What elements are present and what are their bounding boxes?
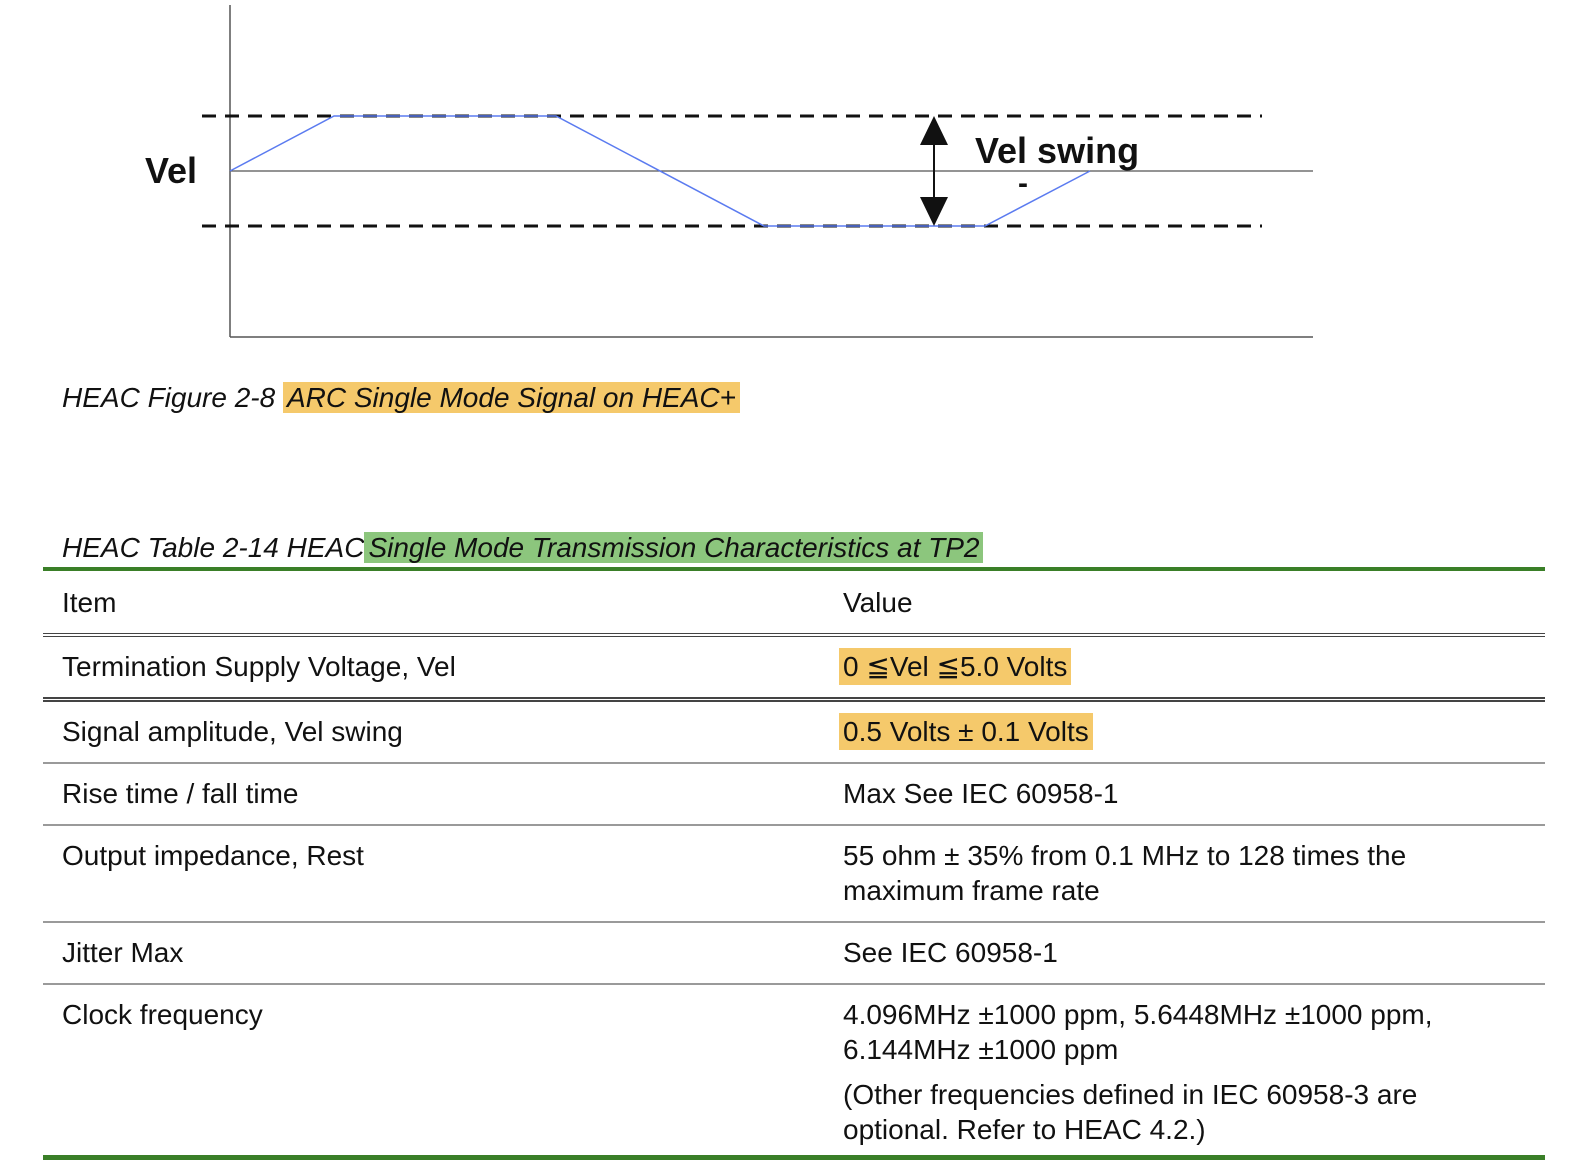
row-item: Rise time / fall time [43, 763, 843, 826]
row-item: Signal amplitude, Vel swing [43, 699, 843, 764]
signal-figure: Vel Vel swing - [145, 5, 1313, 338]
row-value: 55 ohm ± 35% from 0.1 MHz to 128 times t… [843, 825, 1545, 923]
row-value-cell: 0.5 Volts ± 0.1 Volts [839, 699, 1545, 764]
row-value: 4.096MHz ±1000 ppm, 5.6448MHz ±1000 ppm,… [843, 999, 1433, 1065]
row-item: Termination Supply Voltage, Vel [43, 635, 843, 702]
figure-caption: HEAC Figure 2-8 ARC Single Mode Signal o… [62, 379, 740, 417]
table-row: Termination Supply Voltage, Vel 0 ≦Vel ≦… [43, 635, 1545, 702]
row-value-note: (Other frequencies defined in IEC 60958-… [843, 1079, 1418, 1145]
table-caption-highlight: Single Mode Transmission Characteristics… [364, 532, 984, 563]
row-item: Clock frequency [43, 984, 843, 1160]
swing-sublabel: - [1018, 167, 1028, 200]
row-value: 0 ≦Vel ≦5.0 Volts [839, 648, 1072, 685]
swing-arrow-down-head [920, 197, 948, 226]
header-item: Item [43, 567, 843, 637]
row-value: 0.5 Volts ± 0.1 Volts [839, 713, 1093, 750]
row-item: Output impedance, Rest [43, 825, 843, 923]
swing-arrow-up-head [920, 116, 948, 145]
signal-waveform [229, 115, 1091, 227]
row-value: See IEC 60958-1 [843, 922, 1545, 985]
header-value: Value [843, 567, 1545, 637]
y-axis-label: Vel [145, 150, 197, 191]
figure-caption-highlight: ARC Single Mode Signal on HEAC+ [282, 382, 740, 413]
characteristics-table: Item Value Termination Supply Voltage, V… [43, 567, 1545, 1160]
table-row: Jitter Max See IEC 60958-1 [43, 922, 1545, 985]
table-caption-prefix: HEAC Table 2-14 HEAC [62, 532, 365, 563]
row-value-cell: 0 ≦Vel ≦5.0 Volts [839, 635, 1545, 702]
table-row: Clock frequency 4.096MHz ±1000 ppm, 5.64… [43, 984, 1545, 1160]
table-row: Rise time / fall time Max See IEC 60958-… [43, 763, 1545, 826]
row-value: Max See IEC 60958-1 [843, 763, 1545, 826]
table-caption: HEAC Table 2-14 HEAC Single Mode Transmis… [62, 529, 984, 567]
row-item: Jitter Max [43, 922, 843, 985]
figure-caption-prefix: HEAC Figure 2-8 [62, 382, 276, 413]
table-row: Output impedance, Rest 55 ohm ± 35% from… [43, 825, 1545, 923]
table-row: Signal amplitude, Vel swing 0.5 Volts ± … [43, 699, 1545, 764]
table-header-row: Item Value [43, 567, 1545, 637]
swing-label: Vel swing [975, 130, 1139, 171]
row-value-cell: 4.096MHz ±1000 ppm, 5.6448MHz ±1000 ppm,… [843, 984, 1545, 1160]
